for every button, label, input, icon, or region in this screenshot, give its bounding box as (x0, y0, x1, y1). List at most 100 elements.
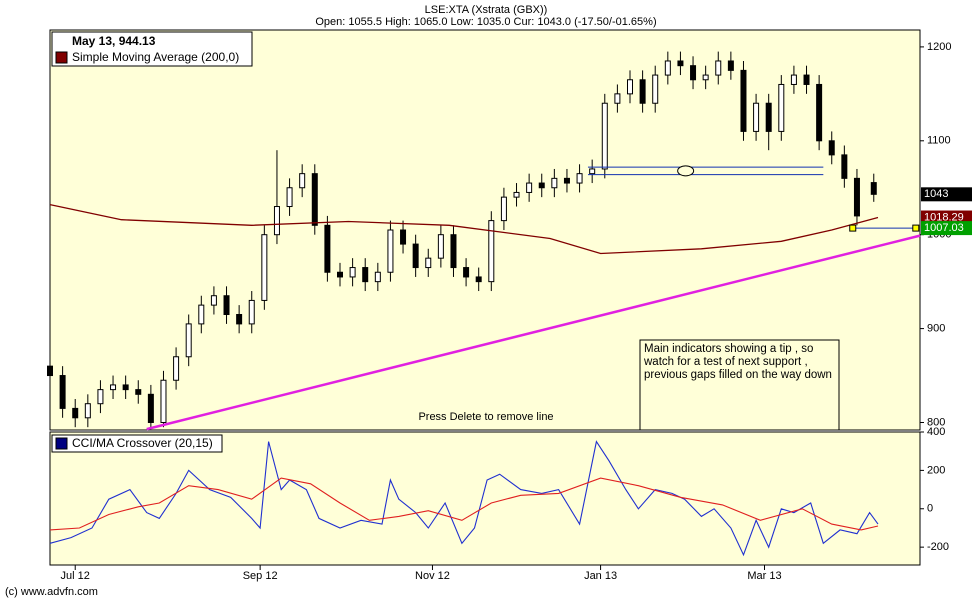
legend-entry: CCI/MA Crossover (20,15) (72, 436, 213, 450)
x-tick-label: Nov 12 (415, 570, 450, 582)
y-tick-label: 0 (927, 503, 933, 515)
y-tick-label: 400 (927, 426, 945, 438)
indicator-legend (51, 434, 223, 453)
candle-body (870, 182, 877, 195)
candle-body (286, 187, 293, 208)
candle-body (437, 234, 444, 259)
candle-body (488, 220, 495, 283)
candle-body (223, 295, 230, 316)
candle-body (47, 365, 53, 377)
candle-body (639, 79, 646, 104)
candle-body (324, 224, 331, 273)
candle-body (72, 407, 79, 419)
candle-body (500, 196, 507, 222)
support-handle (912, 224, 920, 232)
candle-body (803, 74, 810, 85)
indicator-line (49, 440, 879, 557)
candle-body (513, 191, 520, 198)
candle-body (589, 168, 596, 175)
chart-subtitle: Open: 1055.5 High: 1065.0 Low: 1035.0 Cu… (315, 16, 656, 28)
price-tag-label: 1007.03 (924, 222, 964, 234)
indicator-line (49, 477, 879, 531)
y-tick-label: 800 (927, 416, 945, 428)
candle-body (740, 69, 747, 132)
candle-body (538, 182, 545, 189)
candle-body (727, 60, 734, 71)
legend-entry: Simple Moving Average (200,0) (72, 50, 239, 64)
x-tick-label: Sep 12 (243, 570, 278, 582)
legend-title: May 13, 944.13 (72, 34, 156, 48)
price-tag (921, 187, 972, 202)
annotation-box (639, 339, 840, 431)
candle-body (147, 393, 154, 423)
candle-body (160, 379, 167, 423)
candle-body (664, 60, 671, 76)
candle-body (715, 60, 722, 76)
candle-body (273, 206, 280, 236)
candle-body (110, 384, 117, 391)
candle-body (463, 267, 470, 278)
sma-line (49, 203, 879, 255)
y-tick-label: 900 (927, 322, 945, 334)
chart-title: LSE:XTA (Xstrata (GBX)) (425, 4, 548, 16)
annotation: Main indicators showing a tip , so watch… (644, 343, 832, 381)
candle-body (97, 389, 104, 405)
candle-body (778, 83, 785, 132)
candle-body (311, 173, 318, 226)
candle-body (400, 229, 407, 245)
candle-body (853, 177, 860, 217)
candle-body (122, 384, 129, 391)
legend-swatch (55, 437, 68, 450)
candle-body (412, 243, 419, 269)
candle-body (475, 276, 482, 283)
x-tick-label: Mar 13 (747, 570, 781, 582)
candle-body (261, 234, 268, 301)
legend-swatch (55, 51, 68, 64)
candle-body (652, 74, 659, 104)
candle-body (135, 389, 142, 395)
candle-body (551, 177, 558, 189)
candle-body (627, 79, 633, 95)
candle-body (349, 267, 356, 278)
y-tick-label: -200 (927, 541, 949, 553)
channel-handle (677, 165, 695, 177)
hint: Press Delete to remove line (418, 411, 553, 423)
legend (51, 31, 253, 67)
y-tick-label: 1100 (927, 135, 951, 147)
annotation-text: Main indicators showing a tip , so watch… (644, 343, 832, 381)
y-tick-label: 1200 (927, 41, 951, 53)
support-handle (849, 224, 857, 232)
candle-body (248, 299, 255, 325)
candle-body (84, 403, 91, 419)
footer: (c) www.advfn.com (5, 586, 98, 598)
x-tick-label: Jan 13 (584, 570, 617, 582)
price-tag (921, 221, 972, 236)
candle-body (236, 314, 243, 325)
candle-body (690, 65, 697, 81)
candle-body (59, 375, 66, 409)
y-tick-label: 200 (927, 464, 945, 476)
candle-body (387, 229, 394, 273)
trend-line (146, 234, 921, 431)
candle-body (765, 102, 772, 132)
candle-body (198, 304, 205, 325)
candle-body (374, 271, 381, 283)
price-tag (921, 210, 972, 225)
candle-body (614, 93, 621, 104)
candle-body (576, 173, 583, 184)
candle-body (702, 74, 709, 81)
candle-body (563, 177, 570, 184)
candle-body (753, 102, 760, 132)
indicator-panel (49, 431, 921, 566)
price-tag-label: 1018.29 (924, 211, 964, 223)
candle-body (601, 102, 608, 170)
candle-body (828, 140, 835, 156)
candle-body (337, 271, 343, 278)
candle-body (526, 182, 533, 193)
candle-body (299, 173, 306, 189)
candle-body (450, 234, 457, 269)
price-tag-label: 1043 (924, 188, 948, 200)
candle-body (210, 295, 217, 306)
candle-body (185, 323, 192, 358)
